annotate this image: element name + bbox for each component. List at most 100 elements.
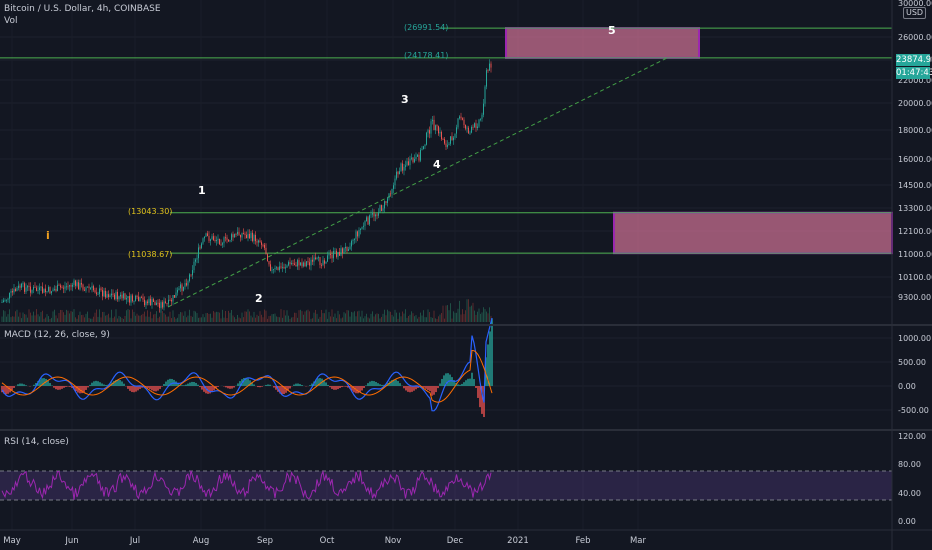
volume-bar xyxy=(486,311,487,322)
macd-histogram-bar xyxy=(155,386,157,392)
time-tick-label: May xyxy=(3,536,21,546)
volume-bar xyxy=(453,311,454,322)
price-tick-label: 16000.00 xyxy=(898,155,932,164)
price-candle xyxy=(126,298,127,300)
time-axis[interactable]: May Jun Jul Aug Sep Oct Nov Dec 2021 Feb Mar xyxy=(3,536,646,546)
volume-bar xyxy=(129,309,130,322)
volume-bar xyxy=(294,312,295,322)
price-candle xyxy=(102,290,103,297)
price-candle xyxy=(157,302,159,304)
macd-histogram-bar xyxy=(135,386,137,392)
volume-bar xyxy=(454,312,456,322)
volume-bar xyxy=(343,312,345,322)
macd-histogram-bar xyxy=(269,384,271,386)
price-candle xyxy=(456,127,457,134)
volume-bar xyxy=(196,313,198,322)
price-candle xyxy=(487,70,489,72)
macd-histogram-bar xyxy=(347,386,349,388)
price-candle xyxy=(345,246,346,249)
macd-histogram-bar xyxy=(91,382,93,386)
price-tick-label: 9300.00 xyxy=(898,293,931,302)
macd-histogram-bar xyxy=(49,383,51,386)
volume-bar xyxy=(180,312,181,322)
time-tick-label: Jul xyxy=(129,536,140,546)
volume-bar xyxy=(228,310,229,322)
volume-bar xyxy=(340,318,342,322)
volume-bar xyxy=(220,318,222,322)
price-candle xyxy=(445,143,447,147)
volume-bar xyxy=(384,309,385,322)
volume-bar xyxy=(187,315,189,322)
price-candle xyxy=(94,290,96,293)
price-candle xyxy=(280,266,282,268)
volume-bar xyxy=(273,314,274,322)
volume-bar xyxy=(426,317,427,322)
macd-histogram-bar xyxy=(145,386,147,388)
macd-histogram-bar xyxy=(97,381,99,386)
volume-bar xyxy=(10,317,12,322)
price-candle xyxy=(159,302,160,308)
macd-histogram-bar xyxy=(323,380,325,386)
volume-bar xyxy=(489,307,490,322)
volume-bar xyxy=(312,318,313,322)
macd-histogram-bar xyxy=(469,378,471,386)
volume-bar xyxy=(262,317,264,322)
macd-histogram-bar xyxy=(415,386,417,390)
currency-badge[interactable]: USD xyxy=(903,7,927,19)
price-candle xyxy=(118,296,120,300)
macd-histogram-bar xyxy=(133,386,135,393)
volume-bar xyxy=(1,316,3,322)
volume-bar xyxy=(183,315,184,322)
price-candle xyxy=(16,287,18,291)
macd-histogram-bar xyxy=(489,331,491,386)
trend-line xyxy=(167,57,668,308)
volume-bar xyxy=(117,318,118,322)
volume-bar xyxy=(369,318,370,322)
volume-bar xyxy=(435,318,436,322)
target-zone-lower xyxy=(613,211,893,255)
price-axis[interactable]: 30000.0026000.0024000.0022000.0020000.00… xyxy=(898,0,932,526)
macd-histogram-bar xyxy=(393,379,395,386)
volume-bar xyxy=(282,317,283,322)
volume-bar xyxy=(256,314,258,322)
volume-bar xyxy=(367,317,369,322)
price-candle xyxy=(139,297,141,302)
price-candle xyxy=(105,290,106,298)
macd-histogram-bar xyxy=(327,384,329,386)
volume-bar xyxy=(468,299,469,322)
volume-bar xyxy=(145,316,147,322)
price-candle xyxy=(36,287,37,291)
price-candle xyxy=(330,253,331,255)
price-candle xyxy=(103,290,105,297)
price-candle xyxy=(142,297,144,300)
volume-bar xyxy=(85,313,87,322)
volume-bar xyxy=(75,317,76,322)
price-candle xyxy=(312,259,313,262)
volume-bar xyxy=(216,311,217,322)
macd-histogram-bar xyxy=(121,381,123,386)
price-candle xyxy=(1,302,3,303)
price-candle xyxy=(384,201,385,209)
time-tick-label: Sep xyxy=(257,536,273,546)
macd-label: MACD (12, 26, close, 9) xyxy=(4,330,110,340)
volume-bar xyxy=(291,317,292,322)
price-candle xyxy=(7,298,9,300)
volume-bar xyxy=(25,314,27,322)
price-candle xyxy=(388,193,390,199)
macd-histogram-bar xyxy=(193,381,195,386)
volume-bar xyxy=(223,317,225,322)
volume-bar xyxy=(55,315,57,322)
price-candle xyxy=(310,259,312,266)
macd-histogram-bar xyxy=(309,385,311,386)
price-candle xyxy=(390,193,391,195)
volume-bar xyxy=(423,310,424,322)
volume-bar xyxy=(163,313,165,322)
price-candle xyxy=(10,290,12,293)
macd-histogram-bar xyxy=(363,386,365,389)
volume-bar xyxy=(201,317,202,322)
price-candle xyxy=(439,132,441,134)
macd-histogram-bar xyxy=(435,386,437,393)
price-candle xyxy=(9,292,10,299)
